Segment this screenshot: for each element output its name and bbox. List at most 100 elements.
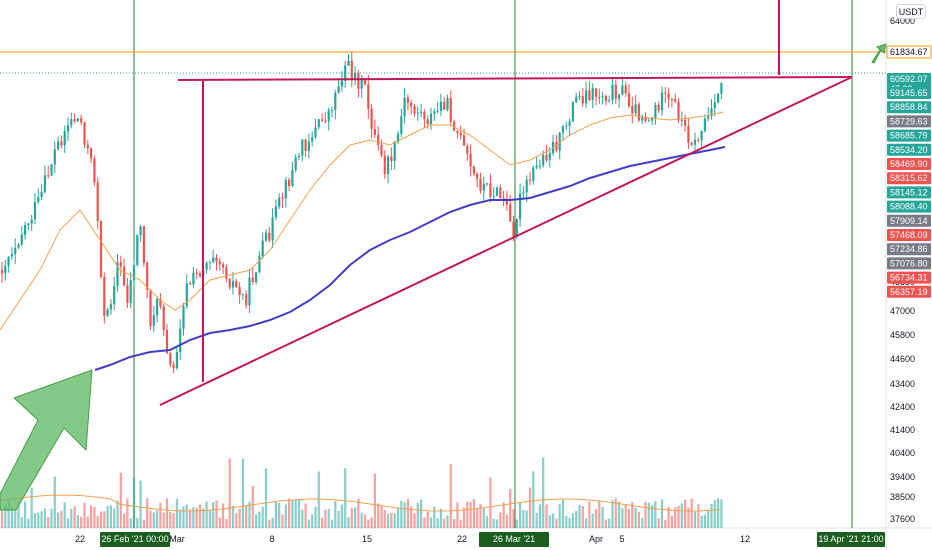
- candle-body: [212, 257, 215, 263]
- candle-body: [37, 197, 40, 202]
- price-tag: [887, 257, 931, 270]
- price-tag: [886, 45, 932, 59]
- candle-body: [604, 96, 607, 101]
- candle-body: [631, 106, 634, 114]
- volume-bar: [80, 516, 83, 528]
- price-tag: [887, 158, 931, 170]
- volume-bar: [674, 507, 677, 528]
- volume-bar: [502, 502, 505, 528]
- price-tag-label: 58858.84: [890, 102, 928, 112]
- volume-bar: [40, 511, 43, 528]
- price-tag-label: 59145.65: [890, 88, 928, 98]
- volume-bar: [416, 502, 419, 528]
- volume-bar: [403, 502, 406, 528]
- volume-bar: [499, 512, 502, 528]
- volume-bar: [169, 511, 172, 528]
- candle-body: [311, 137, 314, 142]
- currency-label[interactable]: USDT: [896, 4, 926, 19]
- price-tick-label: 37600: [890, 514, 915, 524]
- price-tag: [887, 200, 931, 213]
- candle-body: [713, 102, 716, 109]
- candle-body: [337, 86, 340, 93]
- volume-bar: [113, 508, 116, 528]
- price-tick-label: 44600: [890, 354, 915, 364]
- volume-bar: [604, 519, 607, 528]
- volume-bar: [469, 502, 472, 528]
- volume-bar: [284, 504, 287, 528]
- candle-body: [426, 119, 429, 124]
- candle-body: [132, 264, 136, 281]
- volume-bar: [90, 505, 93, 528]
- volume-bar: [700, 515, 703, 528]
- volume-bar: [594, 509, 598, 528]
- candle-body: [519, 193, 522, 220]
- volume-bar: [654, 501, 657, 528]
- candle-body: [198, 273, 202, 276]
- volume-bar: [466, 501, 469, 528]
- candle-body: [274, 206, 277, 218]
- time-tick-label: 5: [619, 534, 624, 544]
- candle-body: [446, 98, 449, 110]
- candle-body: [14, 247, 17, 255]
- volume-bar: [420, 499, 423, 528]
- volume-bar: [7, 498, 10, 528]
- candle-body: [99, 220, 103, 278]
- time-tick-label: 12: [740, 534, 750, 544]
- volume-bar: [258, 511, 261, 528]
- candle-body: [344, 65, 347, 81]
- volume-bar: [657, 518, 660, 528]
- volume-bar: [588, 501, 591, 528]
- volume-bar: [660, 499, 664, 528]
- volume-bar: [703, 514, 706, 528]
- candle-body: [248, 277, 251, 306]
- candle-body: [218, 261, 221, 265]
- volume-bar: [690, 498, 693, 528]
- volume-bar: [354, 507, 357, 528]
- candle-body: [324, 120, 327, 122]
- volume-bar: [651, 504, 654, 528]
- candle-body: [228, 278, 231, 288]
- volume-bar: [707, 510, 710, 528]
- volume-bar: [70, 508, 73, 528]
- candle-body: [456, 130, 459, 133]
- time-tick-label: 15: [362, 534, 372, 544]
- candle-body: [717, 93, 720, 103]
- candle-body: [667, 93, 670, 100]
- candle-body: [624, 85, 627, 94]
- volume-bar: [165, 498, 169, 528]
- candle-body: [231, 281, 235, 288]
- volume-bar: [152, 512, 155, 528]
- price-tick-label: 64000: [890, 16, 915, 26]
- volume-bar: [535, 512, 538, 528]
- candle-body: [684, 119, 687, 126]
- candle-body: [314, 127, 317, 138]
- volume-bar: [311, 514, 314, 528]
- volume-bar: [571, 513, 574, 528]
- candle-body: [555, 141, 558, 151]
- volume-bar: [43, 508, 46, 528]
- candle-body: [17, 244, 20, 248]
- volume-bar: [538, 504, 541, 528]
- candle-body: [162, 306, 165, 331]
- price-tag-label: 58469.90: [890, 159, 928, 169]
- volume-bar: [212, 502, 215, 528]
- price-tag-label: 56357.19: [890, 287, 928, 297]
- volume-bar: [162, 512, 165, 528]
- volume-bar: [231, 505, 235, 528]
- candle-body: [43, 175, 46, 192]
- time-axis: 22 Mar 8 15 22 Apr 5 12 26 Feb '21 00:00 26 Mar '…: [75, 532, 885, 547]
- volume-bar: [624, 504, 627, 528]
- candle-body: [535, 165, 538, 168]
- volume-bar: [370, 517, 373, 528]
- candle-body: [436, 110, 439, 112]
- volume-bar: [307, 519, 310, 528]
- candle-body: [433, 111, 436, 114]
- volume-bar: [103, 511, 106, 528]
- candle-body: [301, 139, 304, 156]
- volume-bar: [512, 509, 515, 528]
- volume-bar: [439, 508, 442, 528]
- volume-bar: [578, 504, 581, 528]
- candle-body: [284, 179, 287, 199]
